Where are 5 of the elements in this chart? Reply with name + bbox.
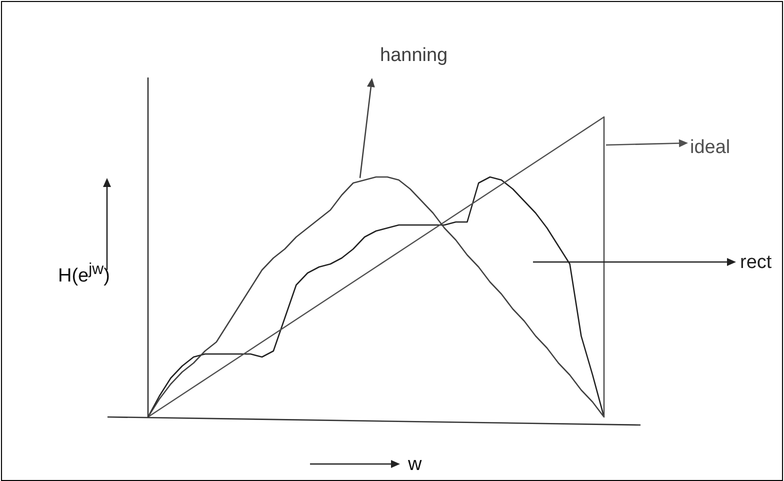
y-axis-title: H(e$^{jw}$)	[58, 261, 110, 286]
legend-label: ideal	[690, 137, 730, 158]
legend-label: rect	[740, 252, 772, 273]
text: hanning	[380, 45, 448, 66]
x-axis-title: w	[408, 454, 422, 475]
